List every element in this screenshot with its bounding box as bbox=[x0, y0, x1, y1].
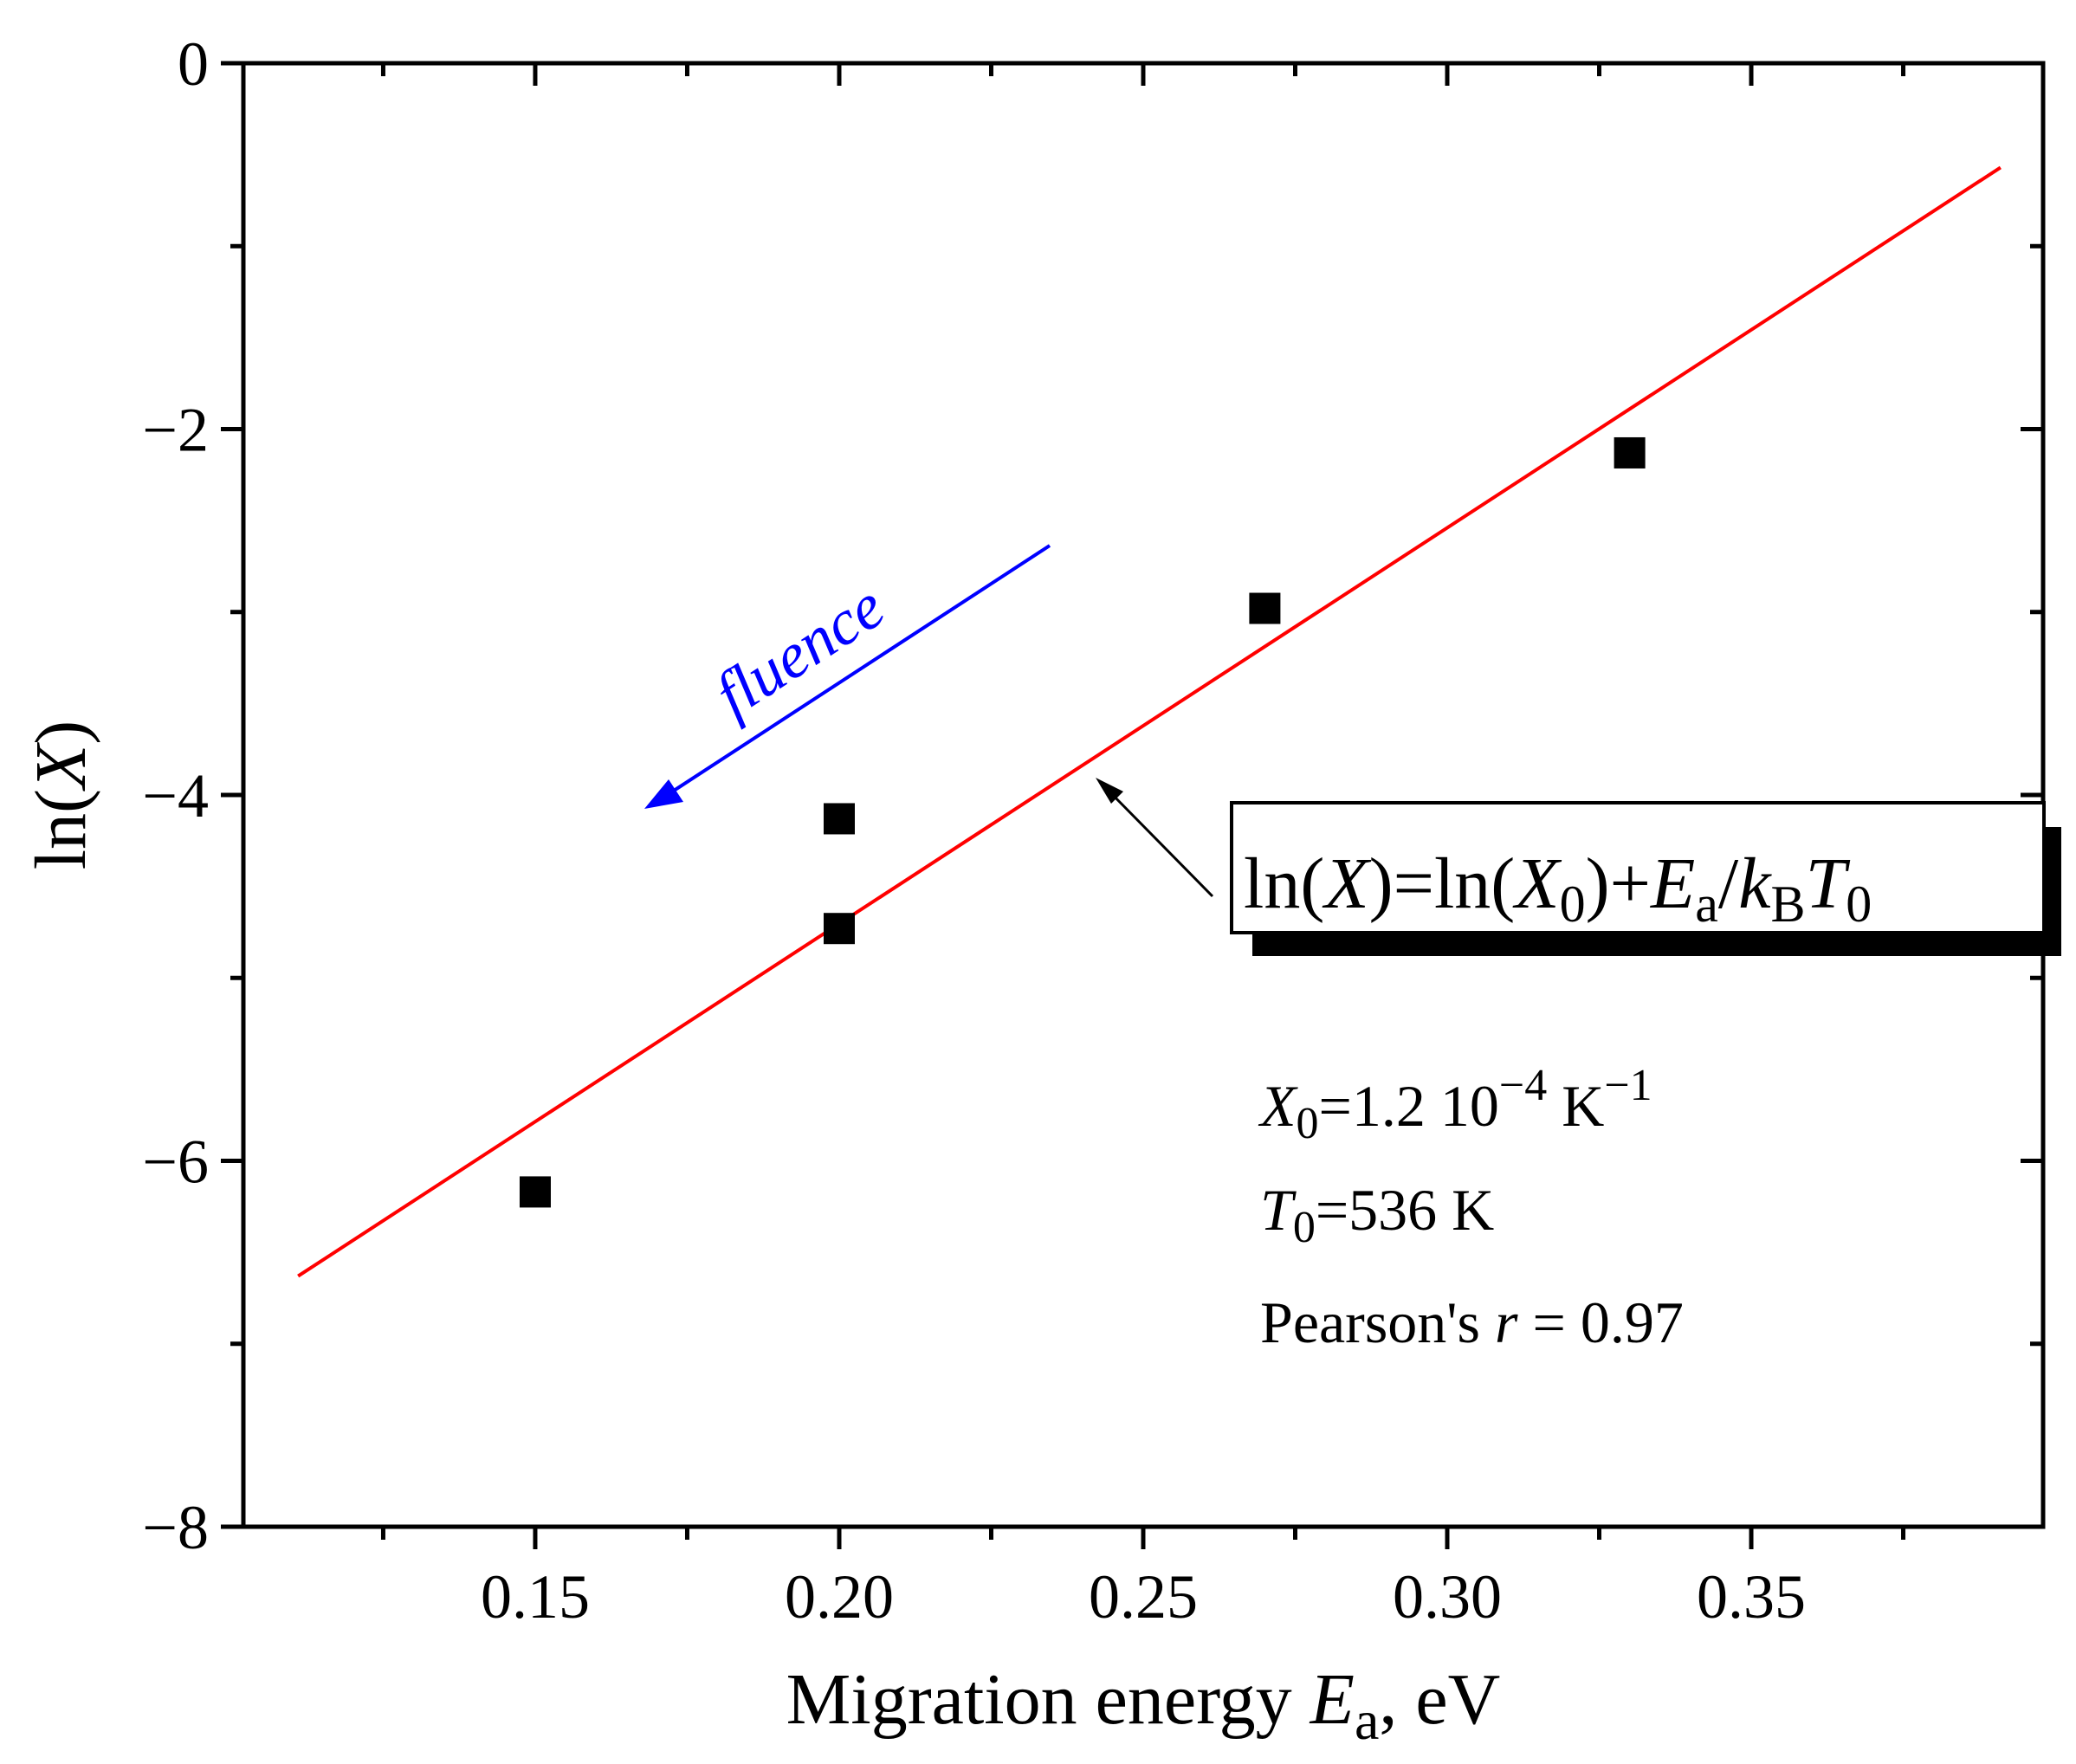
x-tick-label: 0.15 bbox=[481, 1562, 590, 1632]
y-tick-label: 0 bbox=[178, 29, 209, 99]
data-point bbox=[1249, 592, 1281, 624]
tick-labels: 0.15 0.20 0.25 0.30 0.35 0 −2 −4 −6 −8 bbox=[142, 29, 1806, 1632]
x-tick-label: 0.35 bbox=[1697, 1562, 1806, 1632]
x-tick-label: 0.25 bbox=[1089, 1562, 1198, 1632]
y-axis-title: ln(X) bbox=[21, 720, 101, 870]
fluence-arrow bbox=[644, 544, 1051, 809]
x-tick-label: 0.20 bbox=[785, 1562, 894, 1632]
annotation-x0: X0=1.2 10−4 K−1 bbox=[1258, 1061, 1652, 1148]
data-point bbox=[1614, 436, 1646, 468]
y-tick-label: −2 bbox=[142, 396, 209, 465]
fit-line bbox=[297, 165, 2002, 1278]
annotation-t0: T0=536 K bbox=[1260, 1177, 1494, 1252]
data-point bbox=[519, 1176, 551, 1208]
x-tick-label: 0.30 bbox=[1393, 1562, 1502, 1632]
data-point bbox=[823, 803, 855, 835]
equation-box bbox=[1230, 801, 2046, 934]
y-tick-label: −4 bbox=[142, 761, 209, 830]
equation-arrow bbox=[1096, 778, 1214, 898]
plot-frame bbox=[241, 61, 2046, 1529]
equation-label: ln(X)=ln(X0)+Ea/kBT0 bbox=[1244, 843, 1872, 933]
y-tick-label: −6 bbox=[142, 1128, 209, 1197]
x-axis-title: Migration energy Ea, eV bbox=[786, 1659, 1501, 1751]
data-point bbox=[823, 913, 855, 945]
annotation-pearson: Pearson's r = 0.97 bbox=[1260, 1289, 1684, 1355]
y-tick-label: −8 bbox=[142, 1493, 209, 1562]
data-points bbox=[519, 436, 1646, 1208]
